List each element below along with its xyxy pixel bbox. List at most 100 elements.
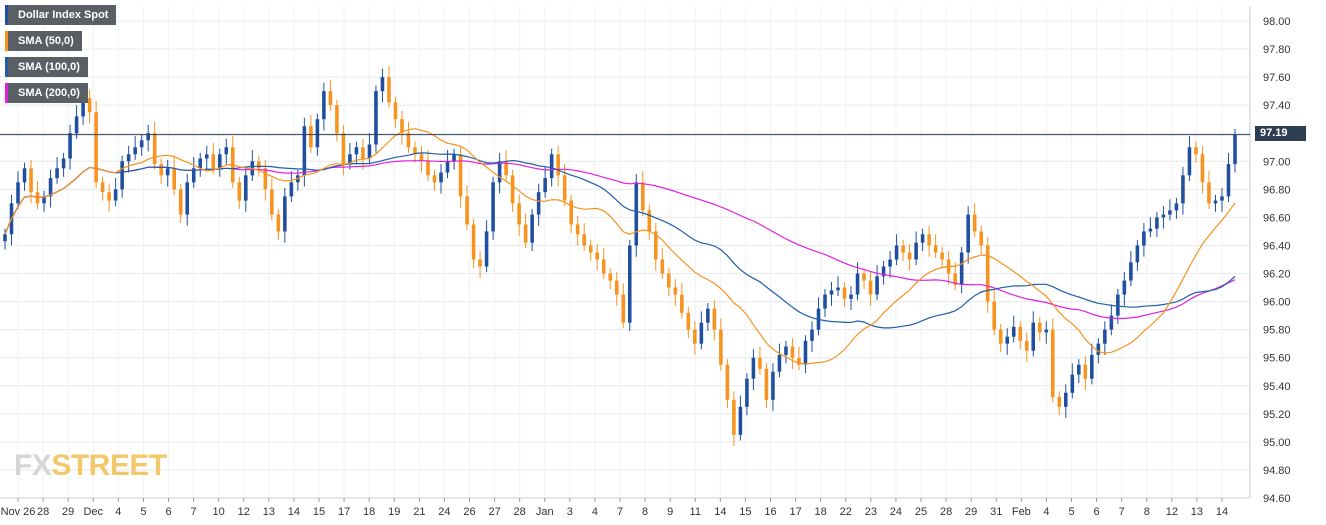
candle-body (1011, 326, 1016, 337)
candle-body (959, 252, 964, 285)
x-tick-label: 5 (1068, 506, 1074, 518)
candle-body (471, 224, 476, 260)
candle-body (1050, 329, 1055, 397)
legend-sma-50[interactable]: SMA (50,0) (5, 31, 82, 51)
y-tick-label: 95.80 (1263, 325, 1291, 337)
x-tick-label: 11 (690, 506, 701, 518)
candle-body (68, 133, 72, 159)
candle-body (361, 147, 365, 159)
y-tick-label: 95.60 (1263, 353, 1291, 365)
candle-body (94, 112, 98, 183)
candle-body (725, 364, 730, 400)
y-tick-label: 96.80 (1263, 184, 1291, 196)
candle-body (881, 266, 886, 277)
candle-body (328, 91, 333, 106)
candle-body (16, 182, 20, 204)
legend-sma-100[interactable]: SMA (100,0) (5, 57, 88, 77)
candle-body (1168, 210, 1172, 215)
candle-body (1070, 374, 1075, 393)
candle-body (803, 340, 808, 365)
x-tick-label: 12 (1166, 506, 1178, 518)
candle-body (217, 154, 222, 169)
candle-body (452, 154, 456, 162)
candle-body (335, 105, 339, 134)
candle-body (165, 168, 170, 176)
candle-body (1233, 134, 1237, 165)
candle-body (1057, 396, 1062, 407)
y-tick-label: 96.20 (1263, 269, 1291, 281)
candle-body (289, 182, 294, 197)
candle-body (862, 273, 866, 281)
x-tick-label: 4 (592, 506, 598, 518)
candle-body (204, 154, 209, 159)
candle-body (608, 273, 613, 281)
candle-body (530, 214, 534, 243)
candle-body (61, 158, 66, 169)
candle-body (849, 294, 853, 299)
candle-body (426, 161, 430, 176)
x-tick-label: 4 (115, 506, 121, 518)
candle-body (985, 245, 990, 302)
x-tick-label: 29 (965, 506, 977, 518)
candle-body (419, 154, 424, 162)
candle-body (1077, 364, 1081, 375)
candle-body (569, 200, 573, 225)
candle-body (1148, 228, 1153, 232)
candle-body (836, 287, 840, 291)
candle-body (575, 224, 580, 235)
candle-body (1103, 329, 1107, 344)
candle-body (751, 357, 756, 379)
y-tick-label: 97.80 (1263, 44, 1291, 56)
candle-body (953, 273, 957, 285)
x-tick-label: 14 (288, 506, 300, 518)
legend-label: SMA (50,0) (18, 35, 74, 47)
candle-body (1109, 315, 1114, 330)
legend-sma-200[interactable]: SMA (200,0) (5, 83, 88, 103)
x-tick-label: 18 (815, 506, 827, 518)
candle-body (907, 252, 912, 260)
candle-body (113, 189, 118, 201)
candle-body (191, 168, 196, 183)
legend-label: Dollar Index Spot (18, 9, 109, 21)
candle-body (491, 182, 495, 232)
candle-body (87, 98, 92, 113)
candle-body (829, 290, 834, 295)
legend-swatch (5, 57, 8, 77)
y-tick-label: 96.60 (1263, 212, 1291, 224)
candle-body (758, 357, 762, 369)
candle-body (979, 231, 983, 246)
logo-street: STREET (51, 449, 167, 482)
y-tick-label: 94.60 (1263, 493, 1291, 505)
candle-body (276, 214, 281, 232)
candle-body (283, 196, 287, 232)
candle-body (543, 178, 547, 193)
candle-body (823, 294, 827, 309)
x-tick-label: 24 (438, 506, 450, 518)
candle-body (42, 196, 46, 204)
candle-body (400, 119, 404, 134)
legend-swatch (5, 83, 8, 103)
candle-body (901, 245, 905, 253)
candle-body (614, 280, 619, 295)
legend-dollar-index[interactable]: Dollar Index Spot (5, 5, 117, 25)
candle-body (660, 259, 665, 274)
candle-body (1018, 326, 1023, 341)
x-tick-label: 13 (1191, 506, 1203, 518)
candle-body (1031, 322, 1036, 351)
candle-body (888, 259, 892, 267)
x-tick-label: 24 (890, 506, 902, 518)
y-tick-label: 96.40 (1263, 240, 1291, 252)
y-tick-label: 97.60 (1263, 72, 1291, 84)
x-tick-label: 9 (667, 506, 673, 518)
candle-body (322, 91, 326, 120)
candle-body (387, 77, 391, 103)
candle-body (348, 154, 352, 165)
candle-body (1226, 164, 1231, 197)
candle-body (1220, 196, 1224, 201)
x-tick-label: 8 (642, 506, 648, 518)
x-tick-label: 12 (238, 506, 250, 518)
x-tick-label: 5 (140, 506, 146, 518)
candle-body (738, 406, 743, 435)
candle-body (771, 371, 775, 400)
candle-body (354, 147, 359, 155)
